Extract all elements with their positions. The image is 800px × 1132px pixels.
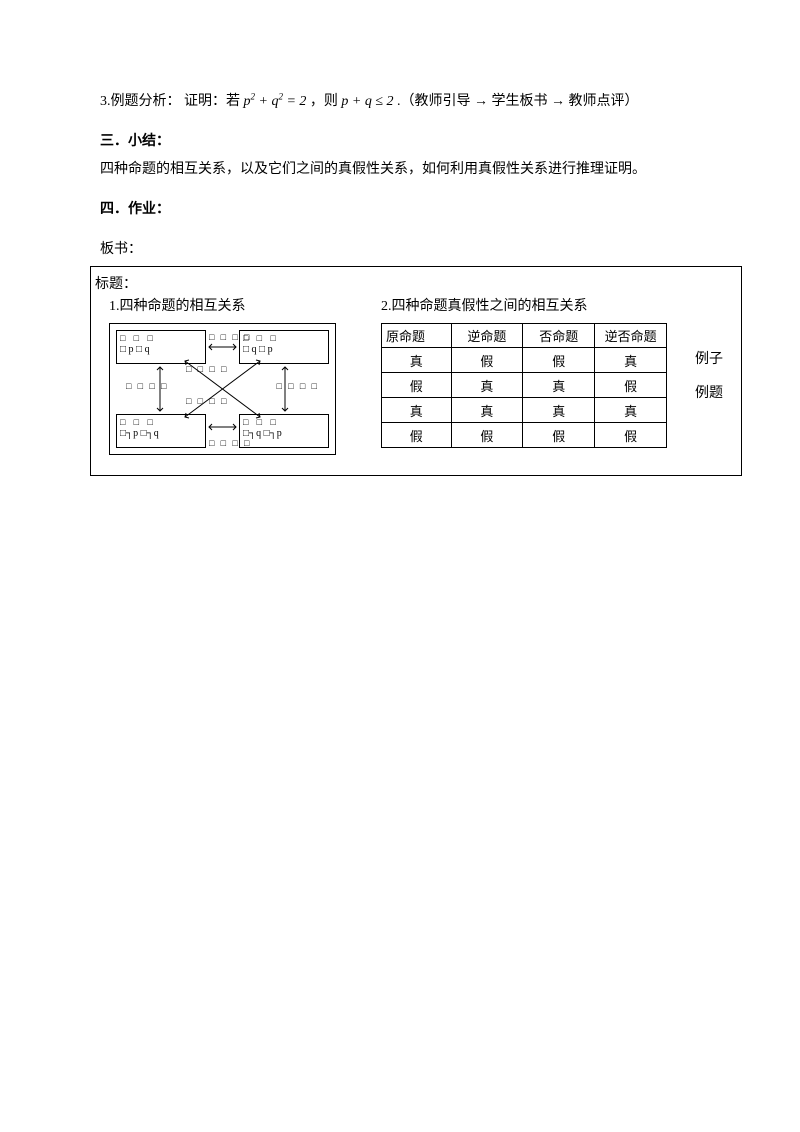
node-tr-lbl: □ q □ p	[243, 344, 325, 356]
board-label: 板书：	[100, 238, 730, 258]
th-inverse: 否命题	[523, 324, 595, 348]
table-header-row: 原命题 逆命题 否命题 逆否命题	[382, 324, 667, 348]
relation-diagram: □ □ □ □ p □ q □ □ □ □ q □ p □ □ □ □┐p □┐…	[109, 323, 336, 455]
dots-bottom: □ □ □ □	[209, 438, 252, 448]
cell: 真	[595, 348, 667, 373]
arrow-bottom	[206, 423, 239, 431]
cell: 假	[451, 423, 523, 448]
th-contrapositive: 逆否命题	[595, 324, 667, 348]
th-original: 原命题	[382, 324, 452, 348]
summary-body: 四种命题的相互关系，以及它们之间的真假性关系，如何利用真假性关系进行推理证明。	[100, 158, 730, 178]
table-row: 真 真 真 真	[382, 398, 667, 423]
summary-heading: 三．小结：	[100, 130, 730, 150]
cell: 真	[523, 373, 595, 398]
col-sidenotes: 例子 例题	[695, 343, 723, 411]
cell: 假	[523, 423, 595, 448]
example-text-b: ，则	[310, 94, 338, 109]
example-formula2: p + q ≤ 2	[341, 94, 397, 109]
cell: 假	[595, 373, 667, 398]
dots-top: □ □ □ □	[209, 332, 252, 342]
dots-mid1: □ □ □ □	[186, 364, 229, 374]
truth-table: 原命题 逆命题 否命题 逆否命题 真 假 假 真 假 真 真 假	[381, 323, 667, 448]
node-tr-dots: □ □ □	[243, 333, 325, 344]
node-br-lbl: □┐q □┐p	[243, 428, 325, 440]
cell: 真	[382, 398, 452, 423]
cell: 假	[523, 348, 595, 373]
table-row: 假 假 假 假	[382, 423, 667, 448]
example-text-e: 教师点评）	[569, 94, 639, 109]
dots-left: □ □ □ □	[126, 381, 169, 391]
node-tl-dots: □ □ □	[120, 333, 202, 344]
example-text-a: 证明：若	[184, 94, 240, 109]
cell: 假	[382, 423, 452, 448]
example-arrow-1: →	[474, 94, 488, 109]
arrow-top	[206, 343, 239, 351]
cell: 真	[382, 348, 452, 373]
cell: 真	[451, 398, 523, 423]
example-text-c: .（教师引导	[397, 94, 471, 109]
sidenote-example: 例子	[695, 343, 723, 377]
example-analysis: 3.例题分析： 证明：若 p2 + q2 = 2 ，则 p + q ≤ 2 .（…	[100, 90, 730, 110]
cell: 假	[382, 373, 452, 398]
example-arrow-2: →	[551, 94, 565, 109]
cell: 真	[595, 398, 667, 423]
homework-heading: 四．作业：	[100, 198, 730, 218]
cell: 假	[595, 423, 667, 448]
node-tl-lbl: □ p □ q	[120, 344, 202, 356]
table-row: 假 真 真 假	[382, 373, 667, 398]
example-formula: p2 + q2 = 2	[244, 94, 310, 109]
col-relations: 1.四种命题的相互关系 □ □ □ □ p □ q □ □ □ □ q □ p …	[109, 295, 369, 455]
th-converse: 逆命题	[451, 324, 523, 348]
example-text-d: 学生板书	[492, 94, 548, 109]
node-bl-lbl: □┐p □┐q	[120, 428, 202, 440]
table-row: 真 假 假 真	[382, 348, 667, 373]
dots-right: □ □ □ □	[277, 381, 320, 391]
sidenote-problem: 例题	[695, 377, 723, 411]
col1-header: 1.四种命题的相互关系	[109, 295, 369, 315]
cell: 真	[451, 373, 523, 398]
col-truth: 2.四种命题真假性之间的相互关系 原命题 逆命题 否命题 逆否命题 真 假 假 …	[381, 295, 681, 448]
board-title: 标题：	[95, 273, 741, 293]
cell: 假	[451, 348, 523, 373]
dots-mid2: □ □ □ □	[186, 396, 229, 406]
col2-header: 2.四种命题真假性之间的相互关系	[381, 295, 681, 315]
example-label: 3.例题分析：	[100, 94, 181, 109]
cell: 真	[523, 398, 595, 423]
board-box: 标题： 1.四种命题的相互关系 □ □ □ □ p □ q □ □ □ □ q …	[90, 266, 742, 476]
